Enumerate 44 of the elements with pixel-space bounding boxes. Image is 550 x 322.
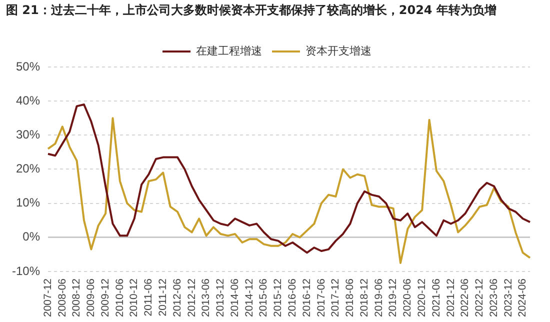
x-tick-label: 2009-06 [85,278,98,318]
y-tick-label: 0% [22,230,40,244]
x-tick-label: 2024-06 [516,278,529,318]
legend-label: 资本开支增速 [306,44,372,58]
x-tick-label: 2019-06 [372,278,385,318]
x-tick-label: 2013-06 [200,278,212,318]
x-tick-label: 2015-06 [258,278,270,318]
x-tick-label: 2009-12 [99,278,112,318]
x-tick-label: 2022-12 [474,278,486,318]
x-tick-label: 2013-12 [214,278,227,318]
chart-title: 图 21：过去二十年，上市公司大多数时候资本开支都保持了较高的增长，2024 年转为负增 [5,2,498,19]
x-tick-label: 2022-06 [459,278,472,318]
x-tick-label: 2021-12 [444,278,457,318]
x-tick-label: 2023-06 [488,278,500,318]
x-tick-label: 2020-12 [416,278,428,318]
x-tick-label: 2019-12 [387,278,400,318]
legend-label: 在建工程增速 [196,44,262,58]
x-tick-label: 2016-12 [300,278,313,318]
x-tick-label: 2007-12 [42,278,54,318]
x-tick-label: 2014-12 [243,278,256,318]
x-tick-label: 2010-12 [128,278,140,318]
y-tick-label: 20% [16,162,40,176]
x-tick-label: 2012-06 [171,278,184,318]
x-tick-label: 2020-06 [402,278,414,318]
x-tick-label: 2008-12 [70,278,83,318]
x-tick-label: 2023-12 [502,278,514,318]
x-tick-label: 2012-12 [186,278,198,318]
y-tick-label: -10% [12,264,40,278]
x-tick-label: 2011-06 [142,278,155,316]
x-tick-label: 2008-06 [56,278,68,318]
x-tick-label: 2011-12 [157,278,170,316]
x-tick-label: 2015-12 [272,278,284,318]
x-tick-label: 2010-06 [114,278,126,318]
x-tick-label: 2017-06 [315,278,328,318]
x-tick-label: 2018-12 [358,278,370,318]
y-tick-label: 40% [16,93,40,108]
x-tick-label: 2018-06 [344,278,356,318]
x-tick-label: 2017-12 [330,278,342,318]
y-tick-label: 50% [16,59,40,74]
x-tick-label: 2016-06 [286,278,298,318]
y-tick-label: 10% [16,196,40,210]
x-tick-label: 2021-06 [430,278,442,318]
x-tick-label: 2014-06 [228,278,241,318]
y-tick-label: 30% [16,127,40,142]
